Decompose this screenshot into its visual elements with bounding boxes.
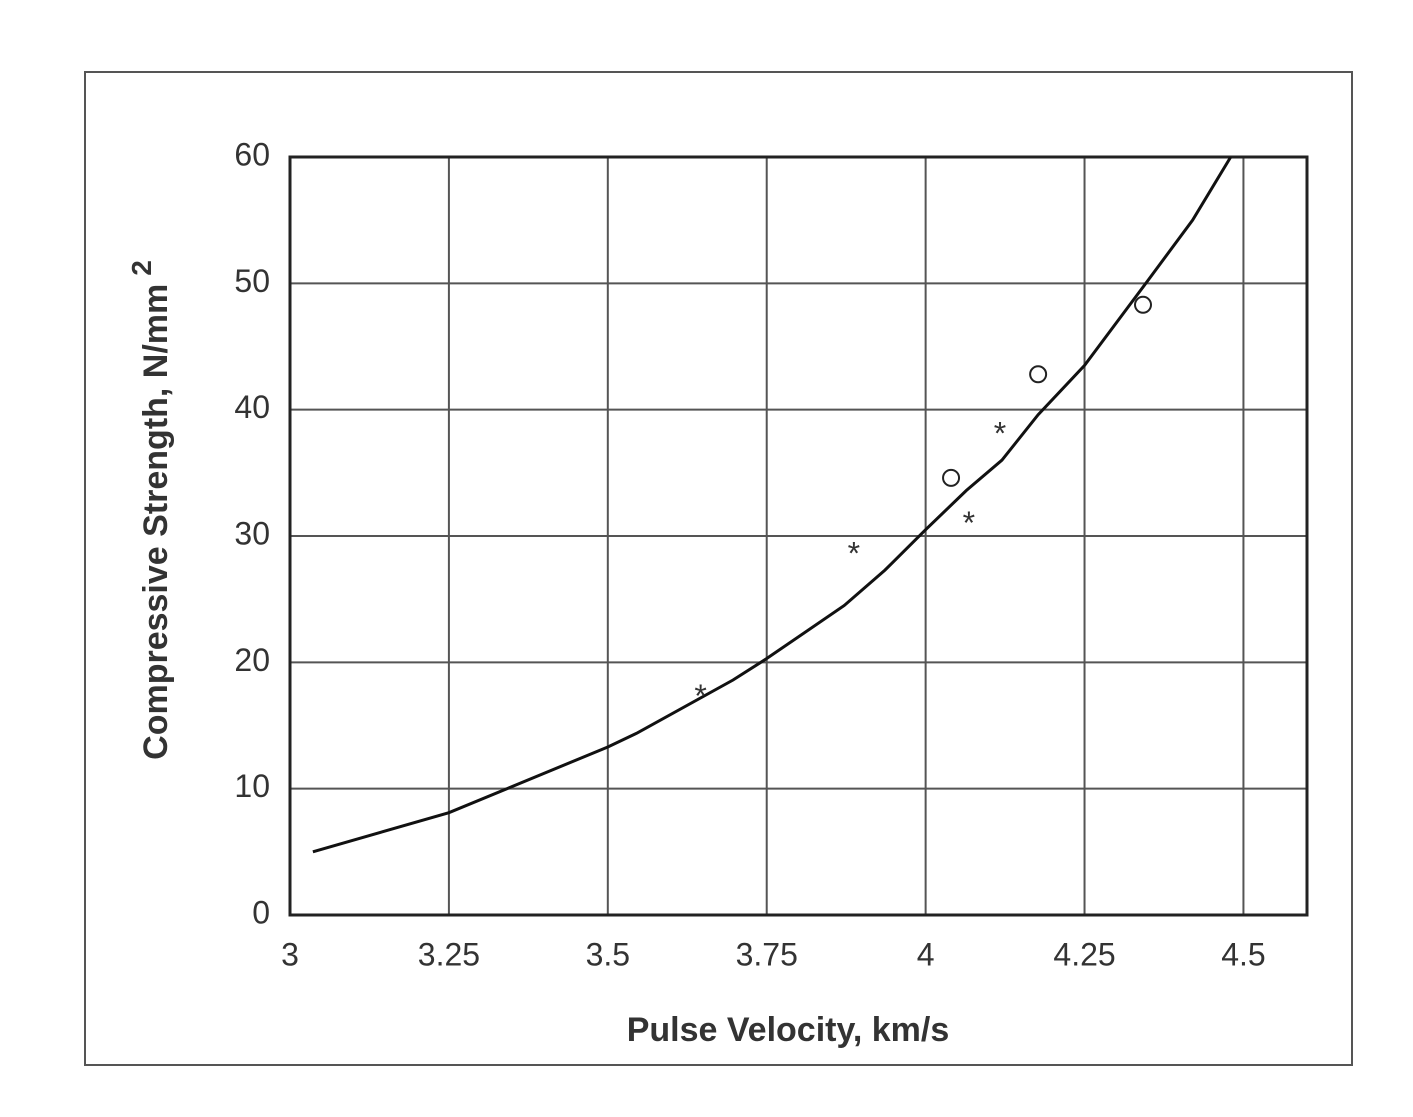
- x-tick-label: 3: [281, 936, 299, 972]
- circle-point: [1134, 295, 1153, 314]
- x-axis-label: Pulse Velocity, km/s: [627, 1011, 950, 1049]
- outer-frame: [84, 71, 1353, 1066]
- y-tick-label: 30: [234, 515, 270, 551]
- y-axis-label-sup: 2: [126, 260, 157, 276]
- y-tick-label: 50: [234, 263, 270, 299]
- x-tick-label: 3.5: [586, 936, 630, 972]
- y-tick-label: 40: [234, 389, 270, 425]
- y-tick-label: 60: [234, 136, 270, 172]
- star-point: *: [848, 535, 860, 571]
- y-axis-label-main: Compressive Strength, N/mm: [137, 284, 175, 760]
- y-tick-label: 20: [234, 642, 270, 678]
- curve: [312, 157, 1233, 854]
- x-tick-label: 3.25: [418, 936, 480, 972]
- star-point: *: [963, 505, 975, 541]
- y-axis-label-group: Compressive Strength, N/mm 2: [126, 260, 175, 760]
- x-tick-label: 4.25: [1053, 936, 1115, 972]
- x-tick-label: 4: [917, 936, 935, 972]
- star-point: *: [994, 415, 1006, 451]
- y-tick-label: 10: [234, 768, 270, 804]
- star-point: *: [694, 678, 706, 714]
- plot-frame: [288, 155, 1309, 917]
- y-axis-label: Compressive Strength, N/mm 2: [126, 260, 175, 760]
- x-tick-label: 3.75: [736, 936, 798, 972]
- x-tick-label: 4.5: [1221, 936, 1265, 972]
- y-tick-label: 0: [252, 894, 270, 930]
- circle-point: [1029, 365, 1048, 384]
- circle-point: [942, 468, 961, 487]
